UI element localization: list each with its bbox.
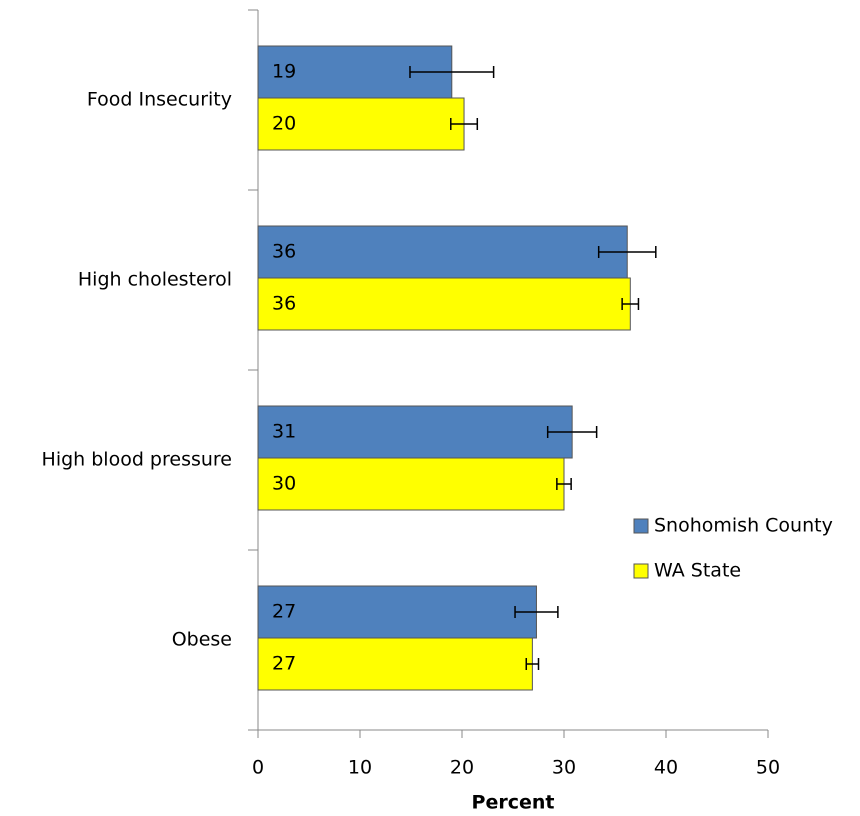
legend-swatch bbox=[633, 518, 649, 534]
error-bar bbox=[450, 118, 479, 130]
y-tick-label: Food Insecurity bbox=[87, 89, 232, 111]
y-tick-label: Obese bbox=[172, 629, 232, 651]
legend-swatch bbox=[633, 563, 649, 579]
bar bbox=[257, 585, 537, 639]
error-bar bbox=[621, 298, 640, 310]
error-bar bbox=[556, 478, 572, 490]
data-label: 19 bbox=[272, 61, 296, 83]
x-tick-label: 40 bbox=[654, 757, 678, 779]
error-bar bbox=[409, 66, 495, 78]
x-tick-label: 50 bbox=[756, 757, 780, 779]
data-label: 31 bbox=[272, 421, 296, 443]
error-bar bbox=[514, 606, 559, 618]
x-axis-label: Percent bbox=[472, 792, 555, 814]
data-label: 27 bbox=[272, 653, 296, 675]
bar bbox=[257, 225, 628, 279]
y-tick-label: High cholesterol bbox=[78, 269, 232, 291]
data-label: 27 bbox=[272, 601, 296, 623]
legend-label: Snohomish County bbox=[654, 515, 833, 537]
x-tick-label: 20 bbox=[450, 757, 474, 779]
error-bar bbox=[546, 426, 598, 438]
x-tick-label: 30 bbox=[552, 757, 576, 779]
error-bar bbox=[597, 246, 657, 258]
bar bbox=[257, 637, 533, 691]
error-bar bbox=[525, 658, 540, 670]
data-label: 20 bbox=[272, 113, 296, 135]
bar bbox=[257, 97, 465, 151]
bar bbox=[257, 457, 565, 511]
legend-label: WA State bbox=[654, 560, 741, 582]
x-tick-label: 0 bbox=[252, 757, 264, 779]
data-label: 30 bbox=[272, 473, 296, 495]
y-tick-label: High blood pressure bbox=[42, 449, 232, 471]
data-label: 36 bbox=[272, 241, 296, 263]
bar bbox=[257, 277, 631, 331]
bar bbox=[257, 405, 573, 459]
x-tick-label: 10 bbox=[348, 757, 372, 779]
data-label: 36 bbox=[272, 293, 296, 315]
